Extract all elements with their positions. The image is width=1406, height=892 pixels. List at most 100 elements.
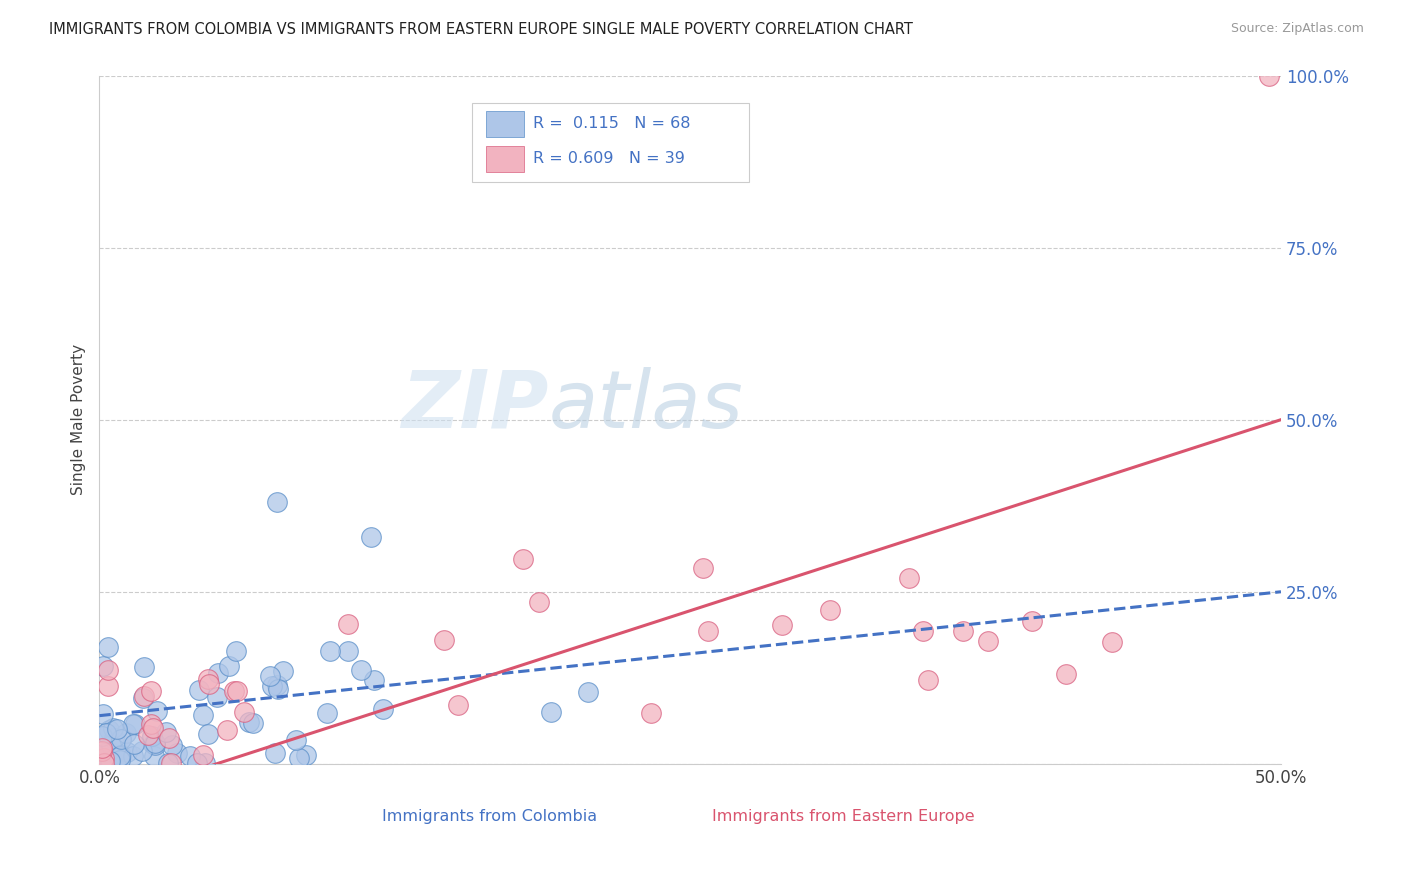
Point	[315, 706, 337, 720]
Point	[197, 727, 219, 741]
Point	[101, 721, 124, 735]
Point	[94, 725, 117, 739]
Point	[194, 756, 217, 770]
FancyBboxPatch shape	[471, 103, 749, 182]
Point	[100, 738, 122, 752]
Point	[319, 644, 342, 658]
Point	[132, 689, 155, 703]
Point	[108, 749, 131, 764]
Point	[337, 644, 360, 658]
Point	[1101, 634, 1123, 648]
Point	[93, 751, 115, 765]
Point	[232, 705, 254, 719]
Point	[295, 747, 318, 762]
Text: R = 0.609   N = 39: R = 0.609 N = 39	[533, 152, 685, 166]
Point	[692, 561, 714, 575]
Point	[225, 644, 247, 658]
Point	[197, 677, 219, 691]
Point	[1021, 614, 1043, 628]
Point	[132, 660, 155, 674]
Point	[242, 716, 264, 731]
Point	[218, 658, 240, 673]
Point	[142, 721, 165, 735]
Point	[222, 684, 245, 698]
Point	[1054, 667, 1077, 681]
Point	[122, 717, 145, 731]
Point	[90, 744, 112, 758]
Point	[363, 673, 385, 688]
Point	[97, 640, 120, 654]
Text: Immigrants from Colombia: Immigrants from Colombia	[382, 808, 598, 823]
Point	[103, 731, 125, 745]
Text: atlas: atlas	[548, 367, 744, 445]
Text: ZIP: ZIP	[401, 367, 548, 445]
Point	[157, 731, 180, 746]
Point	[110, 732, 132, 747]
Y-axis label: Single Male Poverty: Single Male Poverty	[72, 344, 86, 495]
Point	[166, 746, 188, 760]
Point	[447, 698, 470, 713]
Point	[141, 729, 163, 743]
Point	[264, 746, 287, 760]
Point	[215, 723, 238, 737]
Point	[108, 752, 131, 766]
Point	[122, 737, 145, 751]
Point	[267, 681, 290, 696]
Point	[98, 723, 121, 738]
Point	[911, 624, 934, 638]
Point	[115, 726, 138, 740]
Point	[259, 668, 281, 682]
Point	[540, 705, 562, 719]
Point	[266, 495, 288, 509]
Text: IMMIGRANTS FROM COLOMBIA VS IMMIGRANTS FROM EASTERN EUROPE SINGLE MALE POVERTY C: IMMIGRANTS FROM COLOMBIA VS IMMIGRANTS F…	[49, 22, 912, 37]
Point	[287, 751, 309, 765]
FancyBboxPatch shape	[744, 797, 769, 815]
Point	[360, 530, 382, 544]
Point	[93, 707, 115, 722]
Point	[142, 737, 165, 751]
Point	[820, 602, 842, 616]
Point	[110, 747, 132, 762]
Text: Immigrants from Eastern Europe: Immigrants from Eastern Europe	[713, 808, 976, 823]
Point	[90, 747, 112, 761]
Point	[371, 702, 394, 716]
Point	[898, 571, 921, 585]
Point	[191, 747, 214, 762]
Point	[121, 749, 143, 764]
Point	[115, 746, 138, 760]
Point	[197, 672, 219, 686]
Point	[205, 690, 228, 705]
Point	[285, 732, 308, 747]
FancyBboxPatch shape	[486, 112, 523, 137]
Point	[772, 618, 794, 632]
Point	[143, 739, 166, 753]
Point	[262, 679, 284, 693]
FancyBboxPatch shape	[389, 797, 415, 815]
Point	[193, 708, 215, 723]
Point	[529, 595, 551, 609]
Point	[90, 741, 112, 756]
Point	[136, 728, 159, 742]
Point	[917, 673, 939, 688]
Point	[142, 748, 165, 763]
Point	[146, 704, 169, 718]
Point	[512, 552, 534, 566]
Point	[143, 736, 166, 750]
Point	[226, 684, 249, 698]
Point	[179, 749, 201, 764]
Point	[160, 756, 183, 771]
Text: Source: ZipAtlas.com: Source: ZipAtlas.com	[1230, 22, 1364, 36]
Point	[93, 756, 115, 771]
Point	[977, 634, 1000, 648]
Point	[160, 738, 183, 752]
Point	[188, 682, 211, 697]
Point	[131, 744, 153, 758]
Point	[139, 684, 162, 698]
Point	[156, 756, 179, 771]
Point	[266, 678, 288, 692]
Point	[576, 684, 599, 698]
Point	[105, 722, 128, 736]
Point	[186, 756, 208, 770]
Point	[952, 624, 974, 638]
Point	[100, 754, 122, 768]
